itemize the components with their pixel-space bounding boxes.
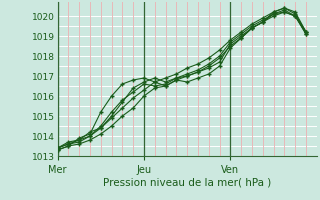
X-axis label: Pression niveau de la mer( hPa ): Pression niveau de la mer( hPa ) xyxy=(103,178,271,188)
